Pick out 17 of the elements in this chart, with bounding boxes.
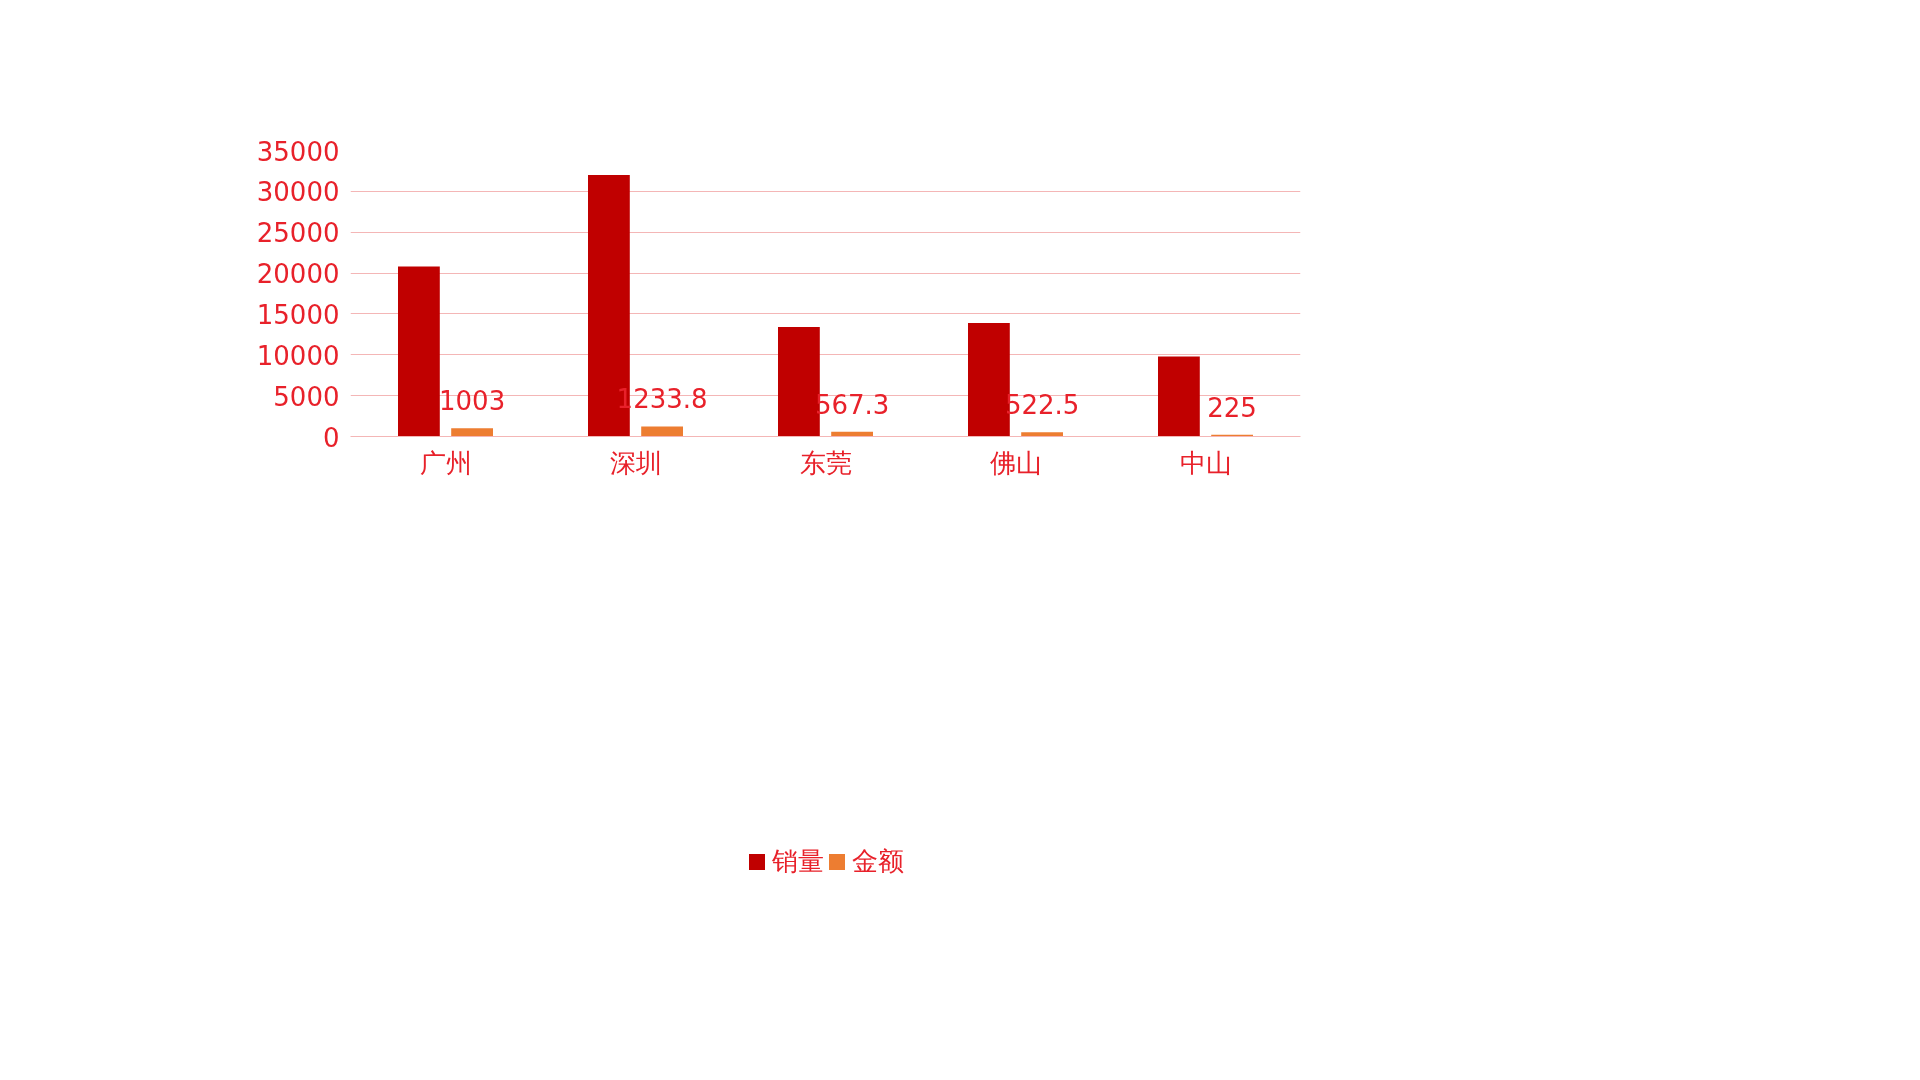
y-tick-label: 35000	[256, 136, 340, 167]
y-tick-label: 25000	[256, 218, 340, 249]
legend-label: 金额	[851, 844, 904, 878]
data-label: 225	[1207, 392, 1257, 423]
y-tick-label: 0	[322, 422, 340, 453]
y-tick-label: 5000	[273, 381, 340, 412]
legend-label: 销量	[771, 844, 824, 878]
x-tick-label: 广州	[419, 447, 472, 478]
y-tick-label: 20000	[256, 259, 340, 290]
x-tick-label: 佛山	[989, 447, 1042, 478]
x-tick-label: 深圳	[609, 447, 662, 478]
y-tick-label: 30000	[256, 177, 340, 208]
y-tick-label: 15000	[256, 299, 340, 330]
x-tick-label: 东莞	[799, 447, 852, 478]
y-tick-label: 10000	[256, 340, 340, 371]
data-label: 1003	[439, 386, 506, 417]
x-tick-label: 中山	[1179, 447, 1232, 478]
